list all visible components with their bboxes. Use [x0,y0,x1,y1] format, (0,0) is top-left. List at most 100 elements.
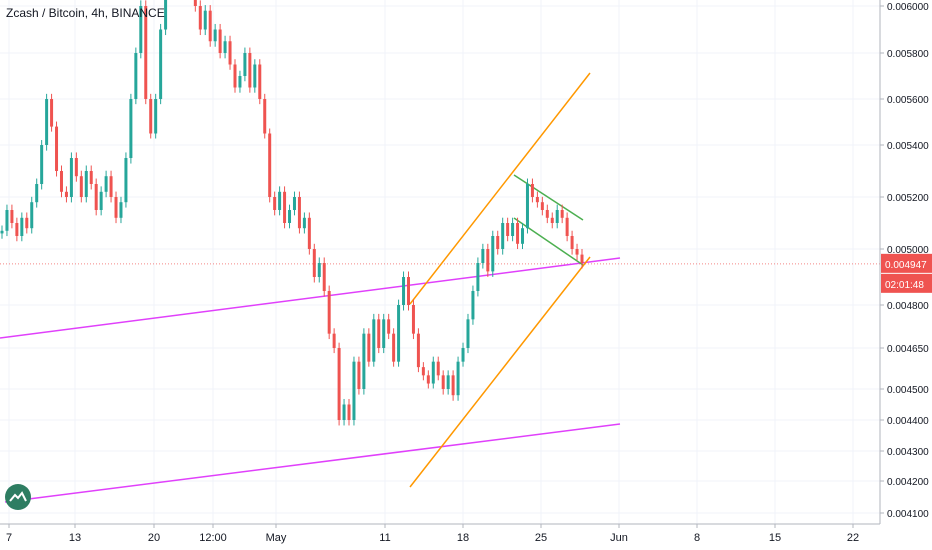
candle-body [446,375,450,389]
candle-body [451,375,455,396]
candle-body [466,319,470,348]
candle-body [302,217,306,229]
x-tick-label: Jun [610,532,628,544]
candle-body [203,10,207,30]
candle-body [406,277,410,305]
candle-body [307,217,311,249]
y-tick-label: 0.006000 [887,2,929,13]
candle-body [248,53,252,88]
y-tick-label: 0.005400 [887,141,929,152]
candle-body [476,263,480,291]
candle-body [5,210,9,231]
candle-body [530,184,534,197]
candle-body [193,0,197,6]
candle-body [367,333,371,362]
candle-body [213,29,217,42]
candle-body [114,197,118,218]
candle-body [297,197,301,229]
candle-body [426,375,430,384]
candle-body [288,210,292,223]
y-tick-label: 0.005600 [887,95,929,106]
candle-body [312,249,316,277]
candle-body [124,158,128,203]
x-tick-label: 7 [6,532,12,544]
candle-body [84,171,88,197]
candle-body [436,361,440,376]
y-tick-label: 0.005800 [887,49,929,60]
candle-body [25,217,29,229]
candle-body [129,99,133,158]
candle-body [392,333,396,362]
candle-body [243,53,247,76]
candle-body [511,223,515,236]
y-tick-label: 0.005000 [887,245,929,256]
candle-body [64,191,68,197]
candle-body [411,305,415,334]
price-tags: 0.004947 02:01:48 [881,253,932,293]
flag-upper-line [513,174,584,221]
candle-body [69,158,73,197]
candle-body [208,10,212,42]
x-tick-label: 25 [535,532,547,544]
candle-body [501,223,505,249]
candle-body [491,236,495,272]
candle-body [456,361,460,396]
candle-body [119,202,123,218]
candle-body [15,223,19,236]
candle-body [159,29,163,99]
candle-body [45,99,49,145]
candle-body [496,236,500,249]
lower-trendline [4,423,621,503]
candle-body [362,333,366,389]
x-tick-label: 13 [69,532,81,544]
candle-body [139,6,143,53]
candle-body [263,99,267,134]
candle-body [55,126,59,171]
candle-body [50,99,54,127]
candle-body [550,217,554,223]
candle-body [486,249,490,272]
candle-body [516,223,520,244]
candle-body [372,319,376,362]
candles [0,0,584,426]
x-tick-label: 15 [769,532,781,544]
candle-body [94,184,98,210]
last-price-tag: 0.004947 [885,260,927,271]
tradingview-logo-icon[interactable] [5,484,31,510]
x-tick-label: 8 [694,532,700,544]
candle-body [59,171,63,192]
candle-body [421,367,425,376]
candle-body [575,249,579,255]
candle-body [233,64,237,88]
candle-body [377,319,381,348]
candle-body [164,0,168,30]
candle-body [20,217,24,236]
candle-body [357,361,361,389]
candle-body [278,191,282,210]
candle-body [397,305,401,362]
candle-body [268,133,272,197]
y-tick-label: 0.005200 [887,193,929,204]
candle-body [521,228,525,244]
candle-body [223,41,227,53]
x-tick-label: May [266,532,287,544]
candle-body [481,249,485,263]
candle-body [149,99,153,134]
candle-body [565,217,569,236]
candle-body [545,210,549,218]
y-tick-label: 0.004500 [887,385,929,396]
x-tick-label: 20 [148,532,160,544]
x-tick-label: 12:00 [199,532,227,544]
x-tick-label: 22 [847,532,859,544]
candle-body [134,53,138,99]
chart-title: Zcash / Bitcoin, 4h, BINANCE [6,6,165,20]
candle-body [283,191,287,223]
candle-body [218,29,222,53]
candle-body [332,333,336,348]
candle-body [471,291,475,320]
candle-body [535,197,539,203]
candle-body [99,191,103,210]
candle-body [337,348,341,420]
candle-body [30,202,34,229]
